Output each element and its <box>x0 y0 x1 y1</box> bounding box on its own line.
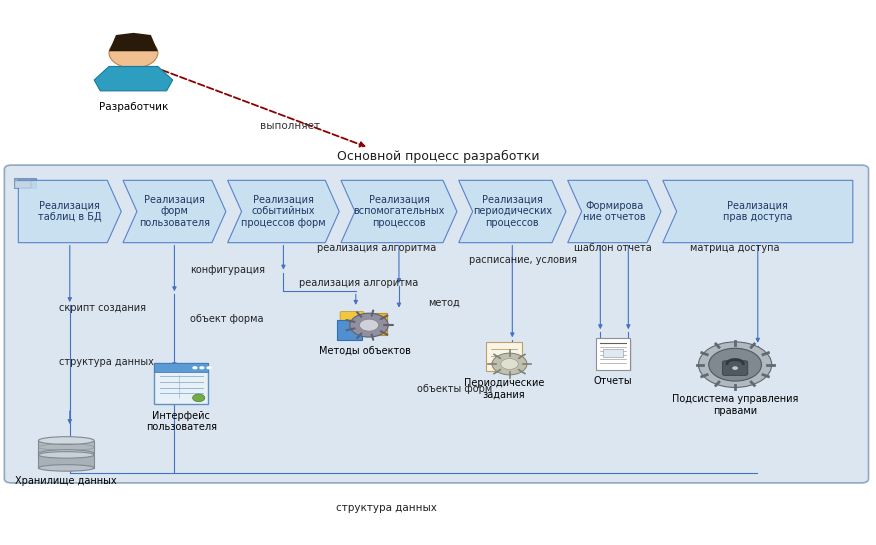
Circle shape <box>698 342 772 387</box>
Text: Реализация
форм
пользователя: Реализация форм пользователя <box>139 195 210 228</box>
Text: реализация алгоритма: реализация алгоритма <box>316 243 435 253</box>
Polygon shape <box>341 180 457 243</box>
Text: Формирова
ние отчетов: Формирова ние отчетов <box>583 201 646 222</box>
Text: Реализация
событийных
процессов форм: Реализация событийных процессов форм <box>241 195 326 228</box>
Text: Методы объектов: Методы объектов <box>319 346 411 356</box>
Polygon shape <box>228 180 339 243</box>
Circle shape <box>492 353 527 375</box>
Polygon shape <box>18 180 121 243</box>
Text: матрица доступа: матрица доступа <box>689 243 780 253</box>
FancyBboxPatch shape <box>342 313 387 335</box>
Text: реализация алгоритма: реализация алгоритма <box>299 278 419 288</box>
Text: Подсистема управления
правами: Подсистема управления правами <box>672 395 798 416</box>
Bar <box>39 440 95 453</box>
Text: расписание, условия: расписание, условия <box>470 255 577 265</box>
Circle shape <box>193 394 205 402</box>
Polygon shape <box>459 180 566 243</box>
Polygon shape <box>568 180 661 243</box>
Ellipse shape <box>39 450 95 457</box>
Text: Отчеты: Отчеты <box>594 376 632 385</box>
Text: Реализация
периодических
процессов: Реализация периодических процессов <box>473 195 552 228</box>
Ellipse shape <box>39 437 95 445</box>
Text: метод: метод <box>428 298 460 307</box>
Circle shape <box>109 38 158 68</box>
FancyBboxPatch shape <box>485 342 522 372</box>
Text: структура данных: структура данных <box>60 357 154 367</box>
Bar <box>15 181 31 188</box>
FancyBboxPatch shape <box>4 165 868 483</box>
Circle shape <box>732 366 738 370</box>
Text: Реализация
вспомогательных
процессов: Реализация вспомогательных процессов <box>353 195 445 228</box>
Text: конфигурация: конфигурация <box>190 265 265 275</box>
Text: Основной процесс разработки: Основной процесс разработки <box>337 150 540 163</box>
Text: объект форма: объект форма <box>190 313 264 324</box>
Bar <box>39 455 95 468</box>
Circle shape <box>199 366 204 370</box>
Bar <box>603 349 623 357</box>
Text: выполняет: выполняет <box>260 121 321 131</box>
FancyBboxPatch shape <box>340 312 364 320</box>
Text: структура данных: структура данных <box>336 504 437 513</box>
Text: Периодические
задания: Периодические задания <box>463 378 544 400</box>
Circle shape <box>206 366 211 370</box>
Ellipse shape <box>39 452 95 458</box>
Circle shape <box>193 366 197 370</box>
Circle shape <box>359 319 378 331</box>
Polygon shape <box>109 33 158 51</box>
Text: шаблон отчета: шаблон отчета <box>574 243 652 253</box>
Circle shape <box>709 348 761 381</box>
Polygon shape <box>663 180 853 243</box>
Text: Хранилище данных: Хранилище данных <box>16 476 117 486</box>
Text: объекты форм: объекты форм <box>417 384 492 394</box>
FancyBboxPatch shape <box>337 320 363 340</box>
Text: Реализация
прав доступа: Реализация прав доступа <box>723 201 793 222</box>
Text: Интерфейс
пользователя: Интерфейс пользователя <box>146 411 217 432</box>
Polygon shape <box>95 66 173 91</box>
Bar <box>14 178 36 189</box>
FancyBboxPatch shape <box>723 361 748 376</box>
FancyBboxPatch shape <box>154 364 208 404</box>
Ellipse shape <box>39 465 95 471</box>
Bar <box>154 364 208 372</box>
Polygon shape <box>123 180 226 243</box>
Text: скрипт создания: скрипт создания <box>60 302 146 313</box>
Circle shape <box>501 359 519 370</box>
Circle shape <box>350 313 388 337</box>
Text: Разработчик: Разработчик <box>99 102 168 112</box>
Text: Реализация
таблиц в БД: Реализация таблиц в БД <box>38 201 102 222</box>
FancyBboxPatch shape <box>597 338 630 370</box>
FancyBboxPatch shape <box>599 340 632 371</box>
